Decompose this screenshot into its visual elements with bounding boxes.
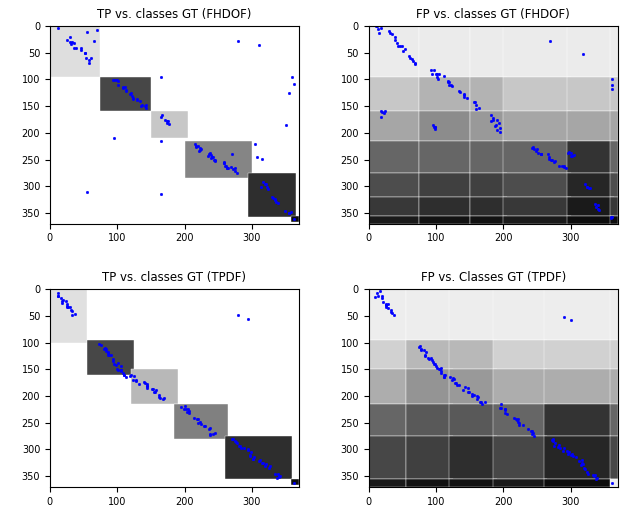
Bar <box>610 289 618 340</box>
Bar <box>369 479 406 487</box>
Bar <box>406 404 453 436</box>
Bar <box>369 369 406 404</box>
Bar <box>567 197 615 215</box>
Bar <box>610 340 618 369</box>
Bar <box>406 369 453 404</box>
Bar <box>567 173 615 197</box>
Bar <box>419 215 470 224</box>
Bar <box>369 436 406 479</box>
Bar <box>610 436 618 479</box>
Bar <box>504 173 570 197</box>
Bar <box>449 369 497 404</box>
Bar <box>406 340 453 369</box>
Bar <box>449 479 497 487</box>
Bar <box>449 436 497 479</box>
Bar <box>419 197 470 215</box>
Bar <box>175 404 228 439</box>
Bar <box>151 111 188 138</box>
Bar <box>567 77 615 111</box>
Bar <box>504 77 570 111</box>
Bar <box>225 436 292 479</box>
Bar <box>504 111 570 141</box>
Bar <box>470 197 507 215</box>
Bar <box>50 289 87 342</box>
Bar <box>291 479 299 485</box>
Bar <box>610 26 618 77</box>
Bar <box>567 111 615 141</box>
Bar <box>248 173 296 217</box>
Bar <box>470 215 507 224</box>
Bar <box>610 215 618 224</box>
Bar <box>567 141 615 173</box>
Bar <box>419 77 470 111</box>
Bar <box>369 197 419 215</box>
Bar <box>369 77 419 111</box>
Bar <box>504 141 570 173</box>
Bar <box>567 26 615 77</box>
Bar <box>544 404 611 436</box>
Bar <box>369 215 419 224</box>
Bar <box>291 215 299 222</box>
Bar <box>567 215 615 224</box>
Bar <box>406 479 453 487</box>
Bar <box>470 141 507 173</box>
Bar <box>493 479 547 487</box>
Bar <box>544 289 611 340</box>
Bar <box>449 340 497 369</box>
Bar <box>610 111 618 141</box>
Bar <box>493 404 547 436</box>
Bar <box>369 111 419 141</box>
Bar <box>369 340 406 369</box>
Bar <box>419 111 470 141</box>
Bar <box>87 340 134 375</box>
Bar <box>544 369 611 404</box>
Bar <box>130 369 178 404</box>
Title: TP vs. classes GT (FHDOF): TP vs. classes GT (FHDOF) <box>97 8 251 21</box>
Bar <box>185 141 252 178</box>
Bar <box>504 215 570 224</box>
Bar <box>406 289 453 340</box>
Bar <box>493 289 547 340</box>
Bar <box>369 173 419 197</box>
Bar <box>449 404 497 436</box>
Bar <box>610 369 618 404</box>
Bar <box>470 111 507 141</box>
Bar <box>610 479 618 487</box>
Bar <box>544 479 611 487</box>
Bar <box>369 289 406 340</box>
Bar <box>406 436 453 479</box>
Bar <box>610 197 618 215</box>
Title: FP vs. Classes GT (TPDF): FP vs. Classes GT (TPDF) <box>421 271 566 284</box>
Bar <box>470 77 507 111</box>
Bar <box>610 173 618 197</box>
Bar <box>470 173 507 197</box>
Bar <box>493 369 547 404</box>
Bar <box>419 173 470 197</box>
Bar <box>504 197 570 215</box>
Bar <box>544 340 611 369</box>
Bar <box>419 141 470 173</box>
Bar <box>493 436 547 479</box>
Bar <box>610 77 618 111</box>
Bar <box>100 77 151 111</box>
Bar <box>369 26 419 77</box>
Bar <box>419 26 470 77</box>
Bar <box>544 436 611 479</box>
Bar <box>493 340 547 369</box>
Bar <box>610 404 618 436</box>
Bar <box>369 404 406 436</box>
Bar <box>50 26 100 77</box>
Bar <box>470 26 507 77</box>
Title: FP vs. classes GT (FHDOF): FP vs. classes GT (FHDOF) <box>416 8 570 21</box>
Bar <box>369 141 419 173</box>
Bar <box>504 26 570 77</box>
Title: TP vs. classes GT (TPDF): TP vs. classes GT (TPDF) <box>102 271 246 284</box>
Bar <box>610 141 618 173</box>
Bar <box>449 289 497 340</box>
